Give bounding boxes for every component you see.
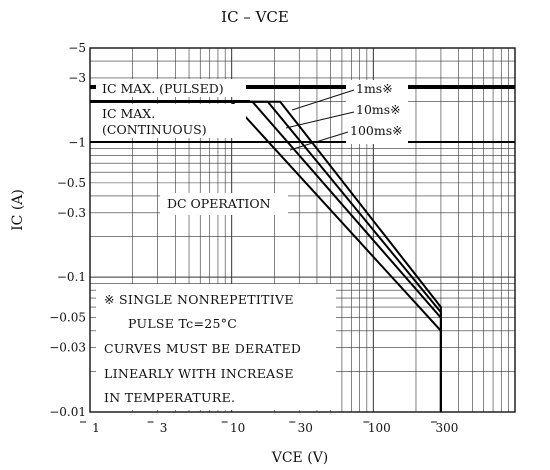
chart-title: IC – VCE xyxy=(221,8,289,26)
plot-frame xyxy=(89,47,516,413)
y-tick-label: −5 xyxy=(68,41,86,55)
ic-max-pulsed-label: IC MAX. (PULSED) xyxy=(102,81,224,96)
note-line-3: CURVES MUST BE DERATED xyxy=(104,341,301,356)
dc-operation-label: DC OPERATION xyxy=(167,196,271,211)
dc-label-bg xyxy=(160,193,288,215)
leader-1ms xyxy=(291,89,355,111)
y-tick-label: −0.5 xyxy=(57,176,86,190)
y-axis-label: IC (A) xyxy=(10,189,26,231)
soa-curve xyxy=(90,100,442,412)
x-tick-label: 100 xyxy=(368,421,391,435)
pulse-label-bg xyxy=(346,80,408,144)
y-tick-label: −0.3 xyxy=(57,206,86,220)
x-tick-label: 10 xyxy=(230,421,245,435)
notes-box xyxy=(96,284,336,410)
curve-label-10ms: 10ms※ xyxy=(356,102,401,117)
y-tick-label: −0.05 xyxy=(49,311,86,325)
y-tick-labels: −5 −3 −1 −0.5 −0.3 −0.1 −0.05 −0.03 −0.01 xyxy=(49,41,86,419)
soa-curves xyxy=(90,100,442,412)
y-tick-label: −0.1 xyxy=(57,270,86,284)
note-line-2: PULSE Tc=25°C xyxy=(128,316,237,331)
x-axis-label: VCE (V) xyxy=(271,450,329,466)
note-line-1: ※ SINGLE NONREPETITIVE xyxy=(104,292,294,307)
y-tick-label: −0.03 xyxy=(49,341,86,355)
curve-label-1ms: 1ms※ xyxy=(356,81,393,96)
ic-max-continuous-label-2: (CONTINUOUS) xyxy=(102,122,207,137)
x-tick-label: 30 xyxy=(298,421,313,435)
note-line-5: IN TEMPERATURE. xyxy=(104,390,235,405)
leader-100ms xyxy=(289,131,349,151)
curve-label-100ms: 100ms※ xyxy=(350,123,403,138)
continuous-label-bg xyxy=(96,104,246,138)
y-tick-label: −1 xyxy=(68,135,86,149)
x-tick-label: 1 xyxy=(92,421,100,435)
note-line-4: LINEARLY WITH INCREASE xyxy=(104,366,294,381)
x-tick-labels: 1 3 10 30 100 300 xyxy=(80,421,458,435)
x-tick-label: 3 xyxy=(160,421,168,435)
leader-10ms xyxy=(285,111,355,129)
pulsed-label-bg xyxy=(96,79,246,97)
x-tick-label: 300 xyxy=(435,421,458,435)
y-tick-label: −3 xyxy=(68,71,86,85)
ic-max-continuous-label-1: IC MAX. xyxy=(102,106,155,121)
y-tick-label: −0.01 xyxy=(49,405,86,419)
notes-text: ※ SINGLE NONREPETITIVE PULSE Tc=25°C CUR… xyxy=(104,292,301,405)
